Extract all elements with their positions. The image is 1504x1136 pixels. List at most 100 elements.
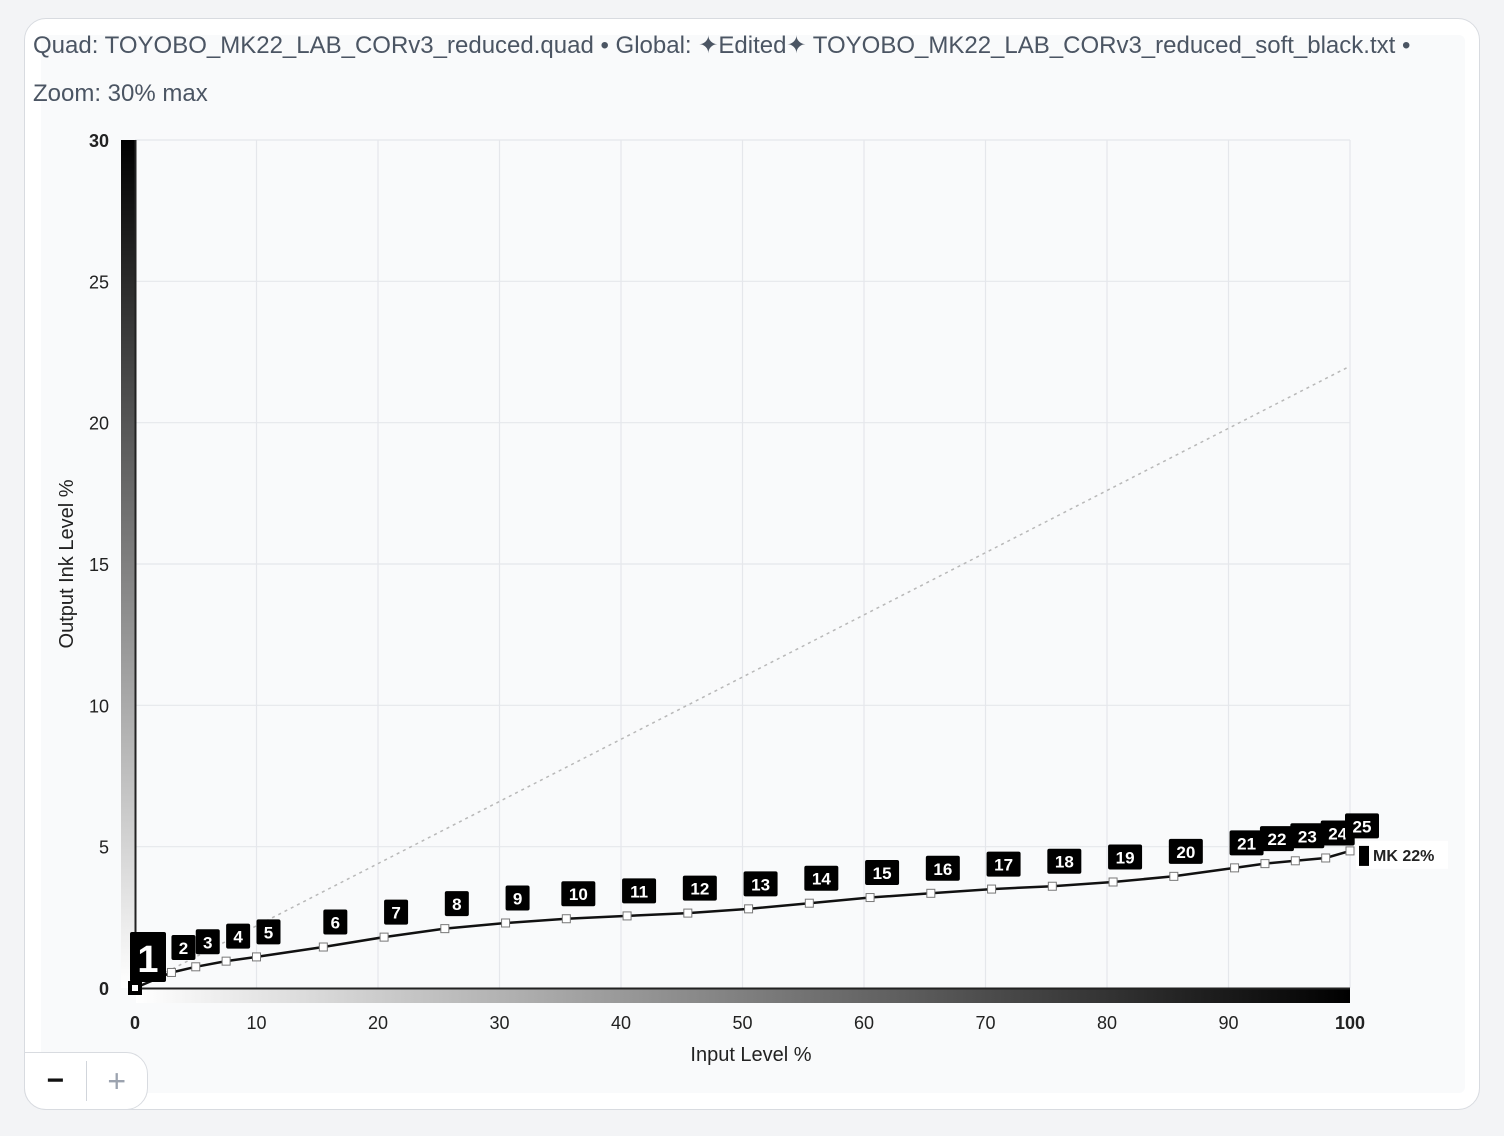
- point-labels[interactable]: 1 2 3 4 567 8 9 10 11 12 13 14 15 16 17 18 19 20 21 22 23 24 2…: [130, 813, 1379, 982]
- point-label-20[interactable]: 20: [1168, 838, 1203, 864]
- point-label-8[interactable]: 8: [444, 891, 469, 917]
- y-tick-label: 5: [99, 838, 109, 858]
- point-label-box: [130, 932, 166, 982]
- point-label-2[interactable]: 2: [171, 934, 196, 960]
- point-label-3[interactable]: 3: [195, 929, 220, 955]
- point-label-text: 13: [751, 875, 770, 894]
- point-label-text: 10: [569, 885, 588, 904]
- point-label-box: [1047, 848, 1082, 874]
- point-label-text: 14: [812, 870, 831, 889]
- point-label-21[interactable]: 21: [1229, 830, 1264, 856]
- point-label-text: 21: [1237, 834, 1256, 853]
- curve-point-marker[interactable]: [221, 956, 231, 966]
- curve-point-marker[interactable]: [501, 918, 511, 928]
- x-tick-label: 70: [975, 1013, 995, 1033]
- channel-end-label: MK 22%: [1356, 840, 1448, 869]
- point-label-box: [1290, 823, 1325, 849]
- point-label-box: [384, 899, 409, 925]
- curve-markers[interactable]: [128, 846, 1355, 995]
- curve-point-marker[interactable]: [166, 967, 176, 977]
- y-tick-label: 0: [99, 979, 109, 999]
- point-label-text: 23: [1298, 827, 1317, 846]
- point-label-4[interactable]: 4: [226, 923, 251, 949]
- curve-point-marker[interactable]: [252, 952, 261, 962]
- x-tick-label: 10: [246, 1013, 266, 1033]
- point-label-text: 5: [264, 923, 273, 942]
- point-label-5[interactable]: 5: [256, 919, 281, 945]
- chart-info-header: Quad: TOYOBO_MK22_LAB_CORv3_reduced.quad…: [33, 22, 1453, 118]
- curve-point-marker[interactable]: [1260, 859, 1270, 869]
- end-label-bg: [1356, 840, 1448, 869]
- curve-point-marker[interactable]: [440, 924, 450, 934]
- point-label-13[interactable]: 13: [743, 871, 778, 897]
- point-label-box: [444, 891, 469, 917]
- point-label-12[interactable]: 12: [682, 875, 717, 901]
- point-label-7[interactable]: 7: [384, 899, 409, 925]
- point-label-23[interactable]: 23: [1290, 823, 1325, 849]
- curve-point-marker[interactable]: [1345, 846, 1355, 856]
- x-axis-gradient-bar: [136, 989, 1350, 1003]
- curve-point-marker[interactable]: [744, 904, 754, 914]
- curve-point-marker[interactable]: [987, 884, 997, 894]
- curve-point-marker[interactable]: [318, 942, 328, 952]
- point-label-18[interactable]: 18: [1047, 848, 1082, 874]
- point-label-box: [743, 871, 778, 897]
- curve-point-marker[interactable]: [1108, 877, 1118, 887]
- point-label-box: [561, 881, 596, 907]
- point-label-25[interactable]: 25: [1345, 813, 1379, 839]
- point-label-17[interactable]: 17: [986, 851, 1021, 877]
- curve-point-marker[interactable]: [191, 962, 201, 972]
- x-tick-label: 0: [130, 1013, 140, 1033]
- curve-point-marker[interactable]: [561, 914, 571, 924]
- point-label-10[interactable]: 10: [561, 881, 596, 907]
- curve-point-marker[interactable]: [1290, 856, 1300, 866]
- curve-point-marker[interactable]: [683, 908, 693, 918]
- y-tick-label: 15: [89, 555, 109, 575]
- point-label-1[interactable]: 1: [130, 932, 166, 982]
- point-label-text: 6: [331, 914, 340, 933]
- x-tick-label: 60: [854, 1013, 874, 1033]
- separator: •: [1401, 32, 1411, 59]
- global-label: Global:: [615, 32, 692, 59]
- point-label-11[interactable]: 11: [622, 878, 657, 904]
- point-label-16[interactable]: 16: [925, 855, 960, 881]
- point-label-box: [986, 851, 1021, 877]
- curve-point-marker-inner: [132, 985, 138, 991]
- point-label-6[interactable]: 6: [323, 909, 348, 935]
- point-label-box: [323, 909, 348, 935]
- point-label-text: 18: [1055, 853, 1074, 872]
- point-label-box: [804, 865, 839, 891]
- point-label-19[interactable]: 19: [1108, 844, 1143, 870]
- point-label-box: [505, 885, 530, 911]
- curve-point-marker[interactable]: [926, 888, 936, 898]
- x-tick-label: 20: [368, 1013, 388, 1033]
- point-label-text: 9: [513, 889, 522, 908]
- zoom-out-button[interactable]: −: [46, 1064, 65, 1097]
- curve-point-marker[interactable]: [865, 893, 875, 903]
- point-label-22[interactable]: 22: [1259, 826, 1294, 852]
- point-label-9[interactable]: 9: [505, 885, 530, 911]
- curve-point-marker[interactable]: [379, 932, 389, 942]
- curve-point-marker[interactable]: [804, 898, 814, 908]
- point-label-15[interactable]: 15: [865, 860, 900, 886]
- curve-point-marker[interactable]: [1321, 853, 1331, 863]
- file-info-line: Quad: TOYOBO_MK22_LAB_CORv3_reduced.quad…: [33, 22, 1453, 70]
- zoom-in-button[interactable]: +: [107, 1062, 127, 1099]
- global-filename: ✦Edited✦ TOYOBO_MK22_LAB_CORv3_reduced_s…: [698, 32, 1396, 59]
- y-tick-label: 25: [89, 272, 109, 292]
- quad-label: Quad:: [33, 32, 99, 59]
- curve-point-marker[interactable]: [622, 911, 632, 921]
- curve-point-marker[interactable]: [1169, 871, 1179, 881]
- point-label-text: 12: [690, 880, 709, 899]
- point-label-text: 4: [233, 928, 243, 947]
- zoom-divider: [85, 1061, 87, 1101]
- x-tick-label: 80: [1097, 1013, 1117, 1033]
- y-tick-labels: 0 5 10 15 20 25 30: [89, 131, 109, 999]
- x-tick-label: 90: [1218, 1013, 1238, 1033]
- point-label-14[interactable]: 14: [804, 865, 839, 891]
- curve-point-marker[interactable]: [1230, 863, 1240, 873]
- curve-point-marker[interactable]: [1047, 881, 1057, 891]
- point-label-text: 11: [630, 882, 648, 901]
- point-label-text: 2: [179, 939, 188, 958]
